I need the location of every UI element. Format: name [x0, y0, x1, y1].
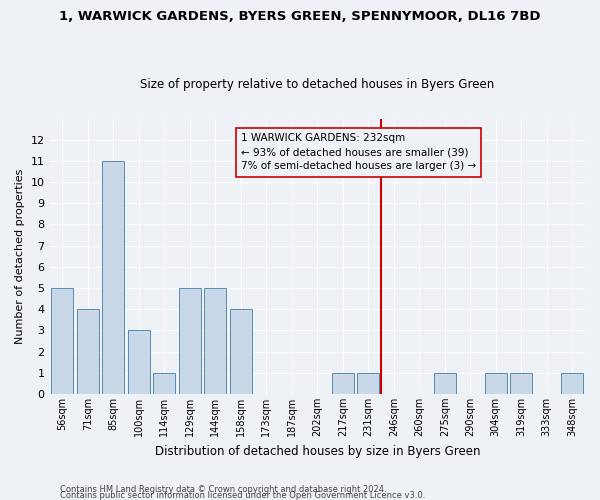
Bar — [332, 372, 353, 394]
Title: Size of property relative to detached houses in Byers Green: Size of property relative to detached ho… — [140, 78, 494, 91]
Bar — [179, 288, 200, 394]
Y-axis label: Number of detached properties: Number of detached properties — [15, 168, 25, 344]
Bar — [485, 372, 506, 394]
Bar — [77, 309, 98, 394]
Bar — [128, 330, 149, 394]
Bar — [562, 372, 583, 394]
Text: 1, WARWICK GARDENS, BYERS GREEN, SPENNYMOOR, DL16 7BD: 1, WARWICK GARDENS, BYERS GREEN, SPENNYM… — [59, 10, 541, 23]
Bar — [103, 161, 124, 394]
Bar — [52, 288, 73, 394]
Text: Contains HM Land Registry data © Crown copyright and database right 2024.: Contains HM Land Registry data © Crown c… — [60, 484, 386, 494]
Bar — [358, 372, 379, 394]
Bar — [154, 372, 175, 394]
X-axis label: Distribution of detached houses by size in Byers Green: Distribution of detached houses by size … — [155, 444, 480, 458]
Bar — [230, 309, 251, 394]
Bar — [205, 288, 226, 394]
Text: 1 WARWICK GARDENS: 232sqm
← 93% of detached houses are smaller (39)
7% of semi-d: 1 WARWICK GARDENS: 232sqm ← 93% of detac… — [241, 134, 476, 172]
Bar — [434, 372, 455, 394]
Bar — [511, 372, 532, 394]
Text: Contains public sector information licensed under the Open Government Licence v3: Contains public sector information licen… — [60, 490, 425, 500]
